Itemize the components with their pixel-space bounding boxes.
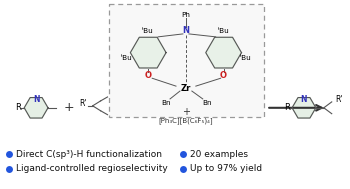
Text: Zr: Zr [181,84,191,93]
Text: ᵗBu: ᵗBu [239,55,251,60]
Polygon shape [130,37,166,68]
Text: Ph: Ph [182,12,190,18]
Text: O: O [145,71,152,80]
Text: O: O [220,71,227,80]
Text: +: + [64,101,74,114]
Text: ᵗBu: ᵗBu [142,28,154,34]
Polygon shape [292,98,316,118]
Text: ᵗBu: ᵗBu [218,28,230,34]
Text: N: N [301,95,307,104]
Text: 20 examples: 20 examples [190,150,248,159]
Text: Bn: Bn [202,100,211,106]
Polygon shape [206,37,241,68]
FancyBboxPatch shape [108,4,264,117]
Text: R': R' [79,99,86,108]
Text: Ligand-controlled regioselectivity: Ligand-controlled regioselectivity [16,164,168,173]
Text: R: R [15,103,21,112]
Text: ᵗBu: ᵗBu [120,55,132,60]
Text: R': R' [335,95,342,104]
Polygon shape [24,98,48,118]
Text: Bn: Bn [161,100,171,106]
Text: R: R [284,103,290,112]
Text: [Ph₃C][B(C₆F₅)₄]: [Ph₃C][B(C₆F₅)₄] [159,117,213,124]
Text: +: + [182,107,190,117]
Text: N: N [33,95,39,104]
Text: Up to 97% yield: Up to 97% yield [190,164,262,173]
Text: N: N [182,26,189,36]
Text: Direct C(sp³)-H functionalization: Direct C(sp³)-H functionalization [16,150,162,159]
